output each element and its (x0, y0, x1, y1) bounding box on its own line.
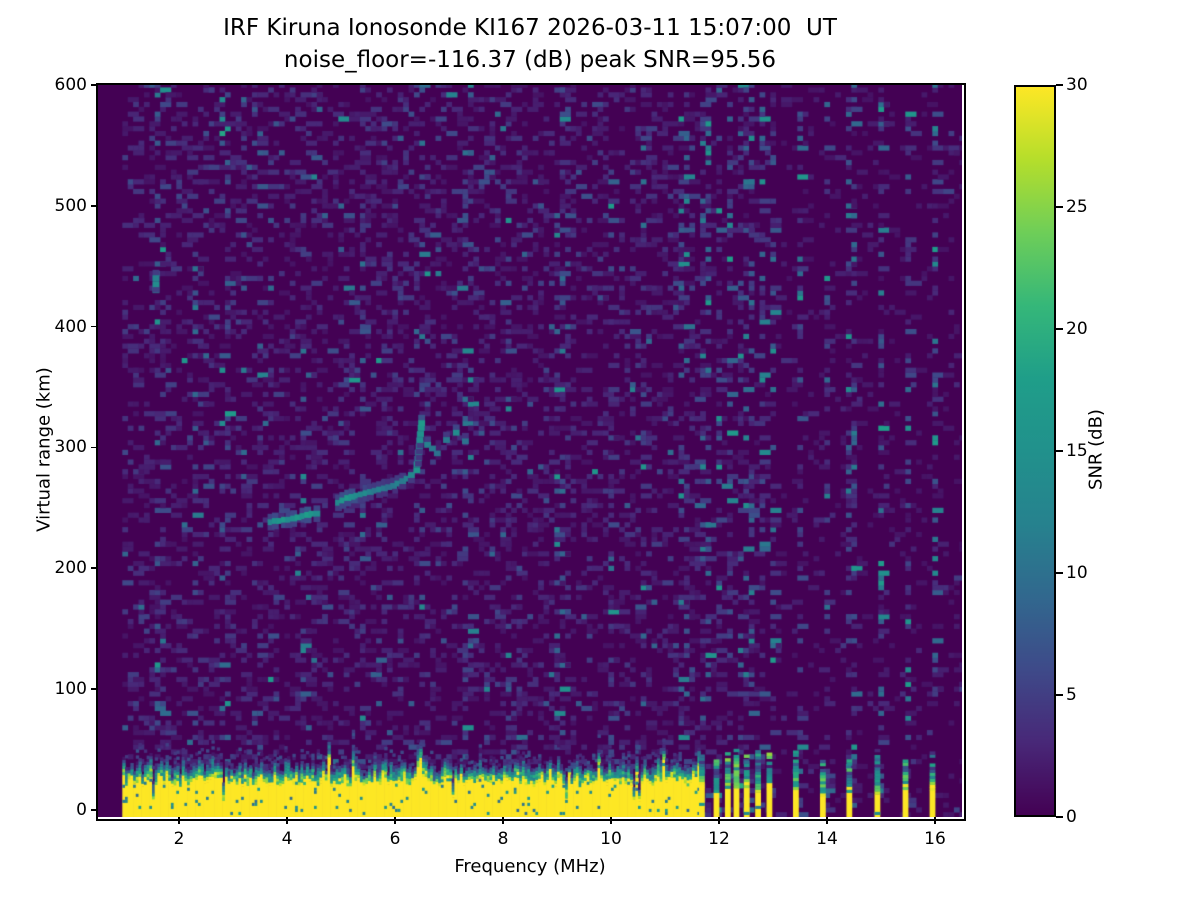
x-tick-label: 10 (600, 829, 622, 849)
colorbar-tick-label: 30 (1066, 75, 1088, 95)
y-tick-label: 200 (54, 558, 87, 579)
x-tick-mark (934, 817, 936, 824)
colorbar-tick-label: 0 (1066, 807, 1077, 827)
colorbar-tick-mark (1056, 450, 1063, 452)
y-tick-label: 0 (76, 799, 87, 820)
x-tick-label: 6 (389, 829, 401, 849)
y-tick-label: 500 (54, 195, 87, 216)
colorbar-tick-label: 15 (1066, 441, 1088, 461)
colorbar-tick-label: 25 (1066, 197, 1088, 217)
colorbar-tick-label: 5 (1066, 685, 1077, 705)
y-tick-label: 600 (54, 75, 87, 95)
y-tick-mark (91, 567, 98, 569)
colorbar-tick-mark (1056, 328, 1063, 330)
x-tick-label: 12 (708, 829, 730, 849)
y-tick-mark (91, 204, 98, 207)
x-tick-label: 2 (173, 829, 185, 849)
x-tick-mark (718, 817, 720, 824)
y-tick-label: 300 (54, 437, 87, 458)
y-tick-mark (91, 808, 98, 811)
ionogram-heatmap (98, 85, 962, 817)
x-axis-label: Frequency (MHz) (454, 856, 606, 877)
plot-title-block: IRF Kiruna Ionosonde KI167 2026-03-11 15… (98, 12, 962, 76)
y-tick-mark (91, 325, 98, 328)
colorbar-tick-mark (1056, 84, 1063, 86)
y-tick-mark (91, 446, 98, 449)
x-tick-mark (610, 817, 612, 824)
x-tick-mark (178, 817, 180, 824)
x-tick-label: 4 (281, 829, 293, 849)
x-tick-label: 8 (497, 829, 509, 849)
colorbar-tick-label: 10 (1066, 563, 1088, 583)
colorbar-tick-mark (1056, 572, 1063, 574)
x-tick-mark (502, 817, 504, 824)
y-tick-label: 100 (54, 678, 87, 699)
x-tick-mark (286, 817, 288, 824)
colorbar-tick-label: 20 (1066, 319, 1088, 339)
x-tick-label: 16 (924, 829, 946, 849)
x-tick-mark (394, 817, 396, 824)
colorbar-tick-mark (1056, 816, 1063, 818)
y-tick-label: 400 (54, 316, 87, 337)
colorbar-tick-mark (1056, 694, 1063, 696)
plot-subtitle: noise_floor=-116.37 (dB) peak SNR=95.56 (283, 47, 777, 73)
plot-title: IRF Kiruna Ionosonde KI167 2026-03-11 15… (223, 15, 837, 41)
x-tick-mark (826, 817, 828, 824)
x-tick-label: 14 (816, 829, 838, 849)
colorbar-label: SNR (dB) (1085, 409, 1107, 490)
colorbar (1014, 85, 1056, 817)
y-tick-mark (91, 84, 98, 86)
colorbar-tick-mark (1056, 206, 1063, 208)
y-tick-mark (91, 688, 98, 690)
